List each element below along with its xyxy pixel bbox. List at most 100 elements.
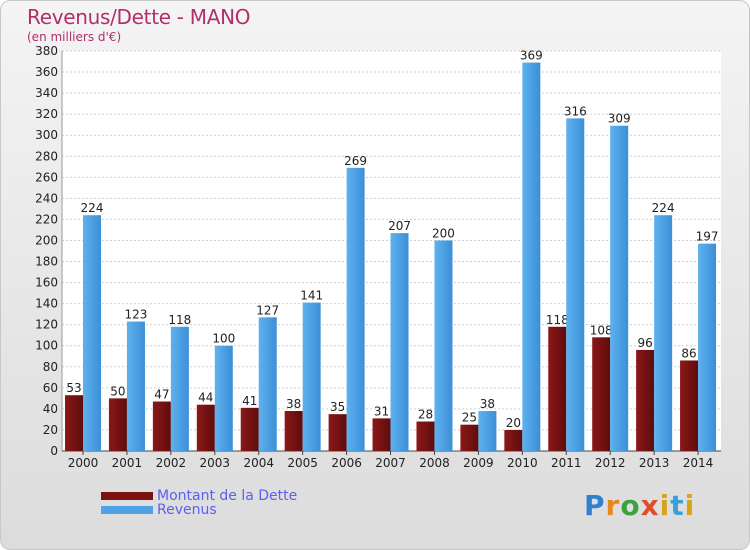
x-tick-label: 2011 bbox=[551, 456, 582, 470]
data-label-debt: 41 bbox=[242, 394, 257, 408]
data-label-revenue: 123 bbox=[124, 308, 147, 322]
bar-debt bbox=[548, 326, 567, 451]
data-label-revenue: 118 bbox=[168, 313, 191, 327]
bar-debt bbox=[196, 404, 215, 451]
bar-revenue bbox=[478, 411, 497, 451]
data-label-revenue: 269 bbox=[344, 154, 367, 168]
bar-revenue bbox=[346, 167, 365, 451]
data-label-debt: 108 bbox=[590, 323, 613, 337]
y-tick-label: 340 bbox=[35, 86, 58, 100]
bar-revenue bbox=[126, 321, 145, 451]
data-label-debt: 28 bbox=[418, 408, 433, 422]
y-tick-label: 60 bbox=[43, 381, 58, 395]
y-tick-label: 260 bbox=[35, 170, 58, 184]
legend-label-debt: Montant de la Dette bbox=[157, 488, 298, 504]
bar-revenue bbox=[654, 215, 673, 451]
data-label-revenue: 369 bbox=[520, 49, 543, 63]
y-tick-label: 360 bbox=[35, 65, 58, 79]
data-label-revenue: 100 bbox=[212, 332, 235, 346]
bar-debt bbox=[372, 418, 391, 451]
bar-debt bbox=[636, 349, 655, 451]
x-tick-label: 2004 bbox=[243, 456, 274, 470]
bar-revenue bbox=[258, 317, 277, 451]
data-label-revenue: 141 bbox=[300, 289, 323, 303]
legend-label-revenue: Revenus bbox=[157, 502, 217, 518]
x-tick-label: 2010 bbox=[507, 456, 538, 470]
bar-debt bbox=[284, 411, 303, 451]
bar-revenue bbox=[522, 62, 541, 451]
data-label-revenue: 200 bbox=[432, 226, 455, 240]
legend-item-revenue: Revenus bbox=[101, 502, 217, 518]
legend-swatch-debt bbox=[101, 492, 153, 500]
data-label-debt: 44 bbox=[198, 391, 213, 405]
data-label-debt: 86 bbox=[681, 346, 696, 360]
data-label-debt: 47 bbox=[154, 388, 169, 402]
bar-revenue bbox=[698, 243, 717, 451]
x-tick-label: 2008 bbox=[419, 456, 450, 470]
x-tick-label: 2000 bbox=[68, 456, 99, 470]
data-label-debt: 53 bbox=[66, 381, 81, 395]
data-label-revenue: 316 bbox=[564, 104, 587, 118]
x-tick-label: 2009 bbox=[463, 456, 494, 470]
data-label-debt: 38 bbox=[286, 397, 301, 411]
legend-item-debt: Montant de la Dette bbox=[101, 488, 298, 504]
x-tick-label: 2014 bbox=[683, 456, 714, 470]
data-label-revenue: 224 bbox=[81, 201, 104, 215]
bar-debt bbox=[592, 337, 611, 451]
data-label-revenue: 127 bbox=[256, 303, 279, 317]
y-tick-label: 180 bbox=[35, 255, 58, 269]
x-tick-label: 2002 bbox=[156, 456, 187, 470]
bar-revenue bbox=[566, 118, 585, 452]
data-label-debt: 31 bbox=[374, 404, 389, 418]
y-tick-label: 380 bbox=[35, 44, 58, 58]
data-label-revenue: 197 bbox=[696, 230, 719, 244]
y-tick-label: 20 bbox=[43, 423, 58, 437]
data-label-revenue: 309 bbox=[608, 112, 631, 126]
y-tick-label: 100 bbox=[35, 339, 58, 353]
bar-revenue bbox=[390, 233, 409, 451]
y-tick-label: 220 bbox=[35, 212, 58, 226]
data-label-revenue: 224 bbox=[652, 201, 675, 215]
data-label-debt: 96 bbox=[637, 336, 652, 350]
bar-revenue bbox=[302, 302, 321, 451]
y-tick-label: 320 bbox=[35, 107, 58, 121]
data-label-debt: 50 bbox=[110, 384, 125, 398]
bar-debt bbox=[65, 395, 83, 451]
bar-debt bbox=[460, 424, 479, 451]
data-label-debt: 35 bbox=[330, 400, 345, 414]
data-label-revenue: 38 bbox=[480, 397, 495, 411]
x-tick-label: 2007 bbox=[375, 456, 406, 470]
bar-revenue bbox=[214, 345, 233, 451]
y-tick-label: 40 bbox=[43, 402, 58, 416]
y-tick-label: 0 bbox=[50, 444, 58, 458]
bar-debt bbox=[108, 398, 127, 451]
bar-debt bbox=[504, 429, 523, 451]
chart-title: Revenus/Dette - MANO bbox=[27, 5, 251, 29]
y-tick-label: 140 bbox=[35, 297, 58, 311]
bar-debt bbox=[328, 414, 347, 451]
bar-revenue bbox=[170, 326, 189, 451]
y-tick-label: 200 bbox=[35, 233, 58, 247]
y-tick-label: 160 bbox=[35, 276, 58, 290]
x-tick-label: 2005 bbox=[287, 456, 318, 470]
chart-subtitle: (en milliers d'€) bbox=[27, 30, 122, 44]
bar-revenue bbox=[610, 125, 629, 451]
bar-debt bbox=[240, 407, 259, 451]
x-tick-label: 2012 bbox=[595, 456, 626, 470]
bar-debt bbox=[416, 421, 435, 451]
x-tick-label: 2001 bbox=[112, 456, 143, 470]
y-tick-label: 80 bbox=[43, 360, 58, 374]
data-label-debt: 118 bbox=[546, 313, 569, 327]
proxiti-logo: Proxiti bbox=[584, 489, 696, 522]
bar-debt bbox=[152, 401, 171, 451]
x-tick-label: 2013 bbox=[639, 456, 670, 470]
x-tick-label: 2006 bbox=[331, 456, 362, 470]
y-tick-label: 240 bbox=[35, 191, 58, 205]
y-tick-label: 280 bbox=[35, 149, 58, 163]
data-label-revenue: 207 bbox=[388, 219, 411, 233]
y-tick-label: 300 bbox=[35, 128, 58, 142]
legend-swatch-revenue bbox=[101, 506, 153, 514]
bar-debt bbox=[680, 360, 699, 451]
bar-revenue bbox=[83, 215, 101, 451]
